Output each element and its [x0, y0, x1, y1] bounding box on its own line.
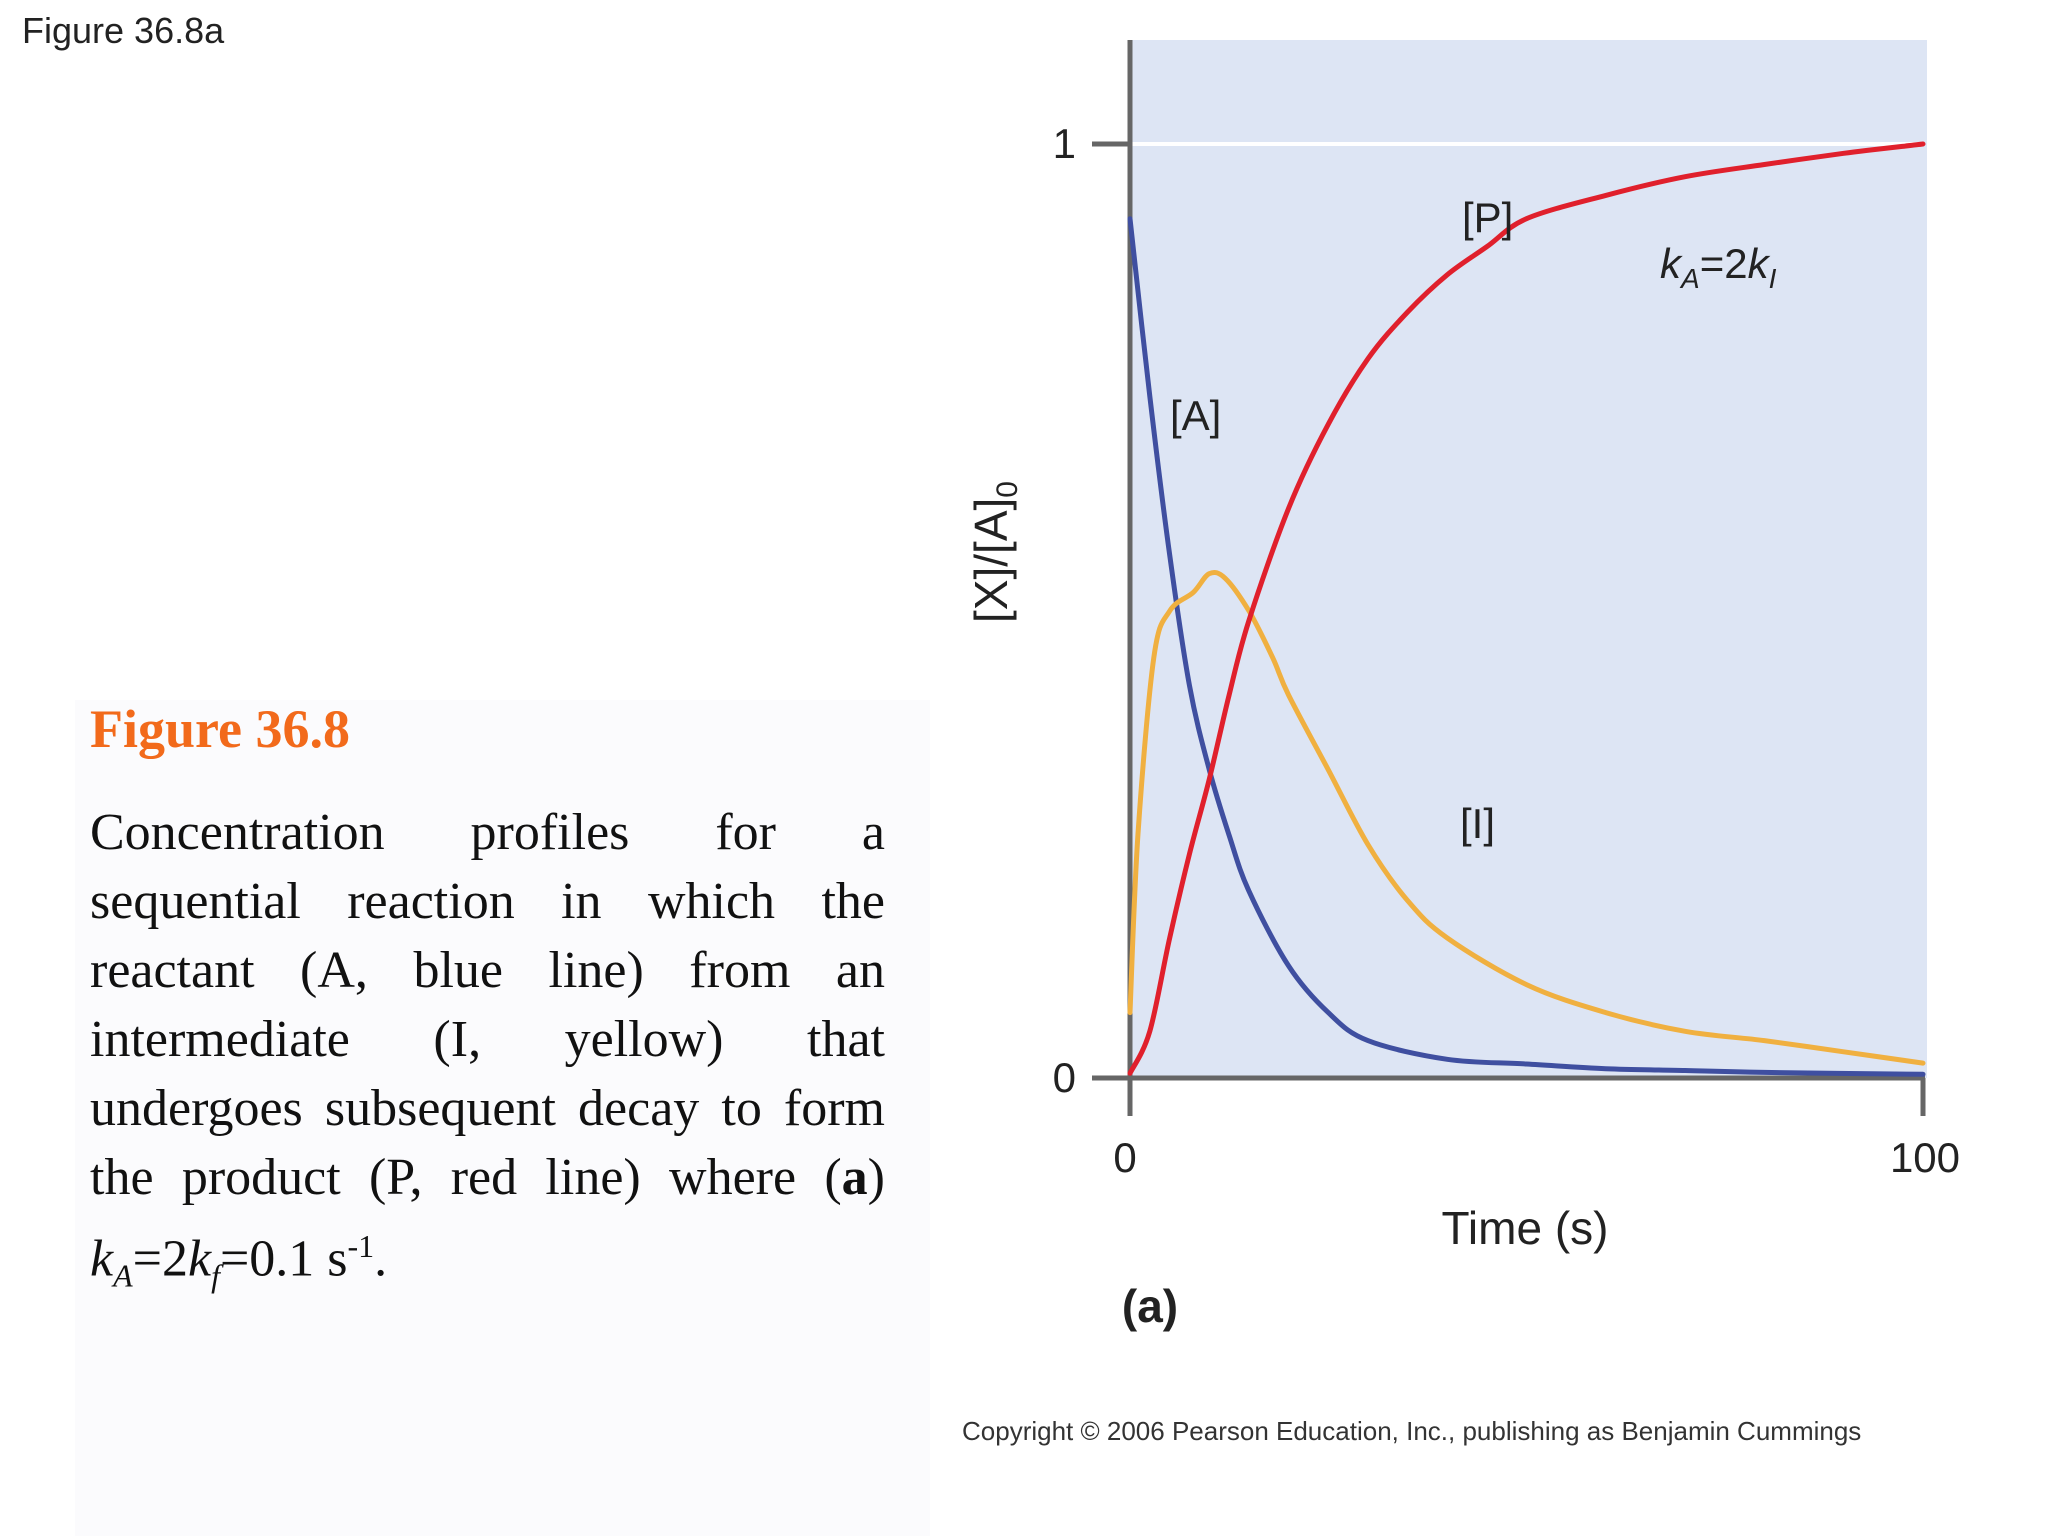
- y-axis-label-main: [X]/[A]: [965, 498, 1017, 623]
- annotation-eq: =2: [1700, 240, 1748, 287]
- formula-exponent: -1: [347, 1228, 375, 1264]
- caption-text: Concentration profiles for a sequential …: [90, 804, 885, 1294]
- x-axis-label: Time (s): [1442, 1202, 1609, 1254]
- y-axis-label-sub: 0: [991, 481, 1024, 498]
- copyright-notice: Copyright © 2006 Pearson Education, Inc.…: [962, 1416, 1862, 1446]
- caption-panel: [75, 700, 930, 1536]
- x-tick-label-0: 0: [1113, 1134, 1136, 1181]
- formula-k-a-sub: A: [113, 1257, 133, 1294]
- series-label-a: [A]: [1170, 392, 1221, 439]
- annotation-k2: k: [1748, 240, 1771, 287]
- annotation-sub-a: A: [1679, 263, 1700, 294]
- x-tick-label-100: 100: [1890, 1134, 1960, 1181]
- formula-k-a: k: [90, 1230, 114, 1288]
- formula-end: .: [374, 1230, 388, 1288]
- annotation-k1: k: [1660, 240, 1683, 287]
- series-label-p: [P]: [1462, 194, 1513, 241]
- series-line-p: [1127, 141, 1926, 1076]
- series-label-i: [I]: [1460, 800, 1495, 847]
- caption-body: Concentration profiles for a sequential …: [90, 804, 885, 1206]
- caption-heading: Figure 36.8: [90, 699, 350, 759]
- caption-part-label: a: [841, 1149, 868, 1206]
- formula-k-f-sub: f: [211, 1257, 220, 1294]
- formula-value: =0.1 s: [219, 1230, 348, 1288]
- y-axis-label: [X]/[A]0: [965, 481, 1024, 623]
- panel-label: (a): [1122, 1280, 1178, 1332]
- rate-annotation: kA=2kI: [1660, 240, 1777, 294]
- annotation-sub-i: I: [1769, 263, 1777, 294]
- y-tick-label-0: 0: [1053, 1054, 1076, 1101]
- series-line-a: [1127, 216, 1926, 1077]
- slide-label: Figure 36.8a: [22, 10, 225, 51]
- formula-k-f: k: [187, 1230, 212, 1288]
- y-tick-label-1: 1: [1053, 120, 1076, 167]
- formula-mid: =2: [132, 1230, 188, 1288]
- series-line-i: [1127, 569, 1926, 1066]
- plot-background: [1130, 40, 1927, 1078]
